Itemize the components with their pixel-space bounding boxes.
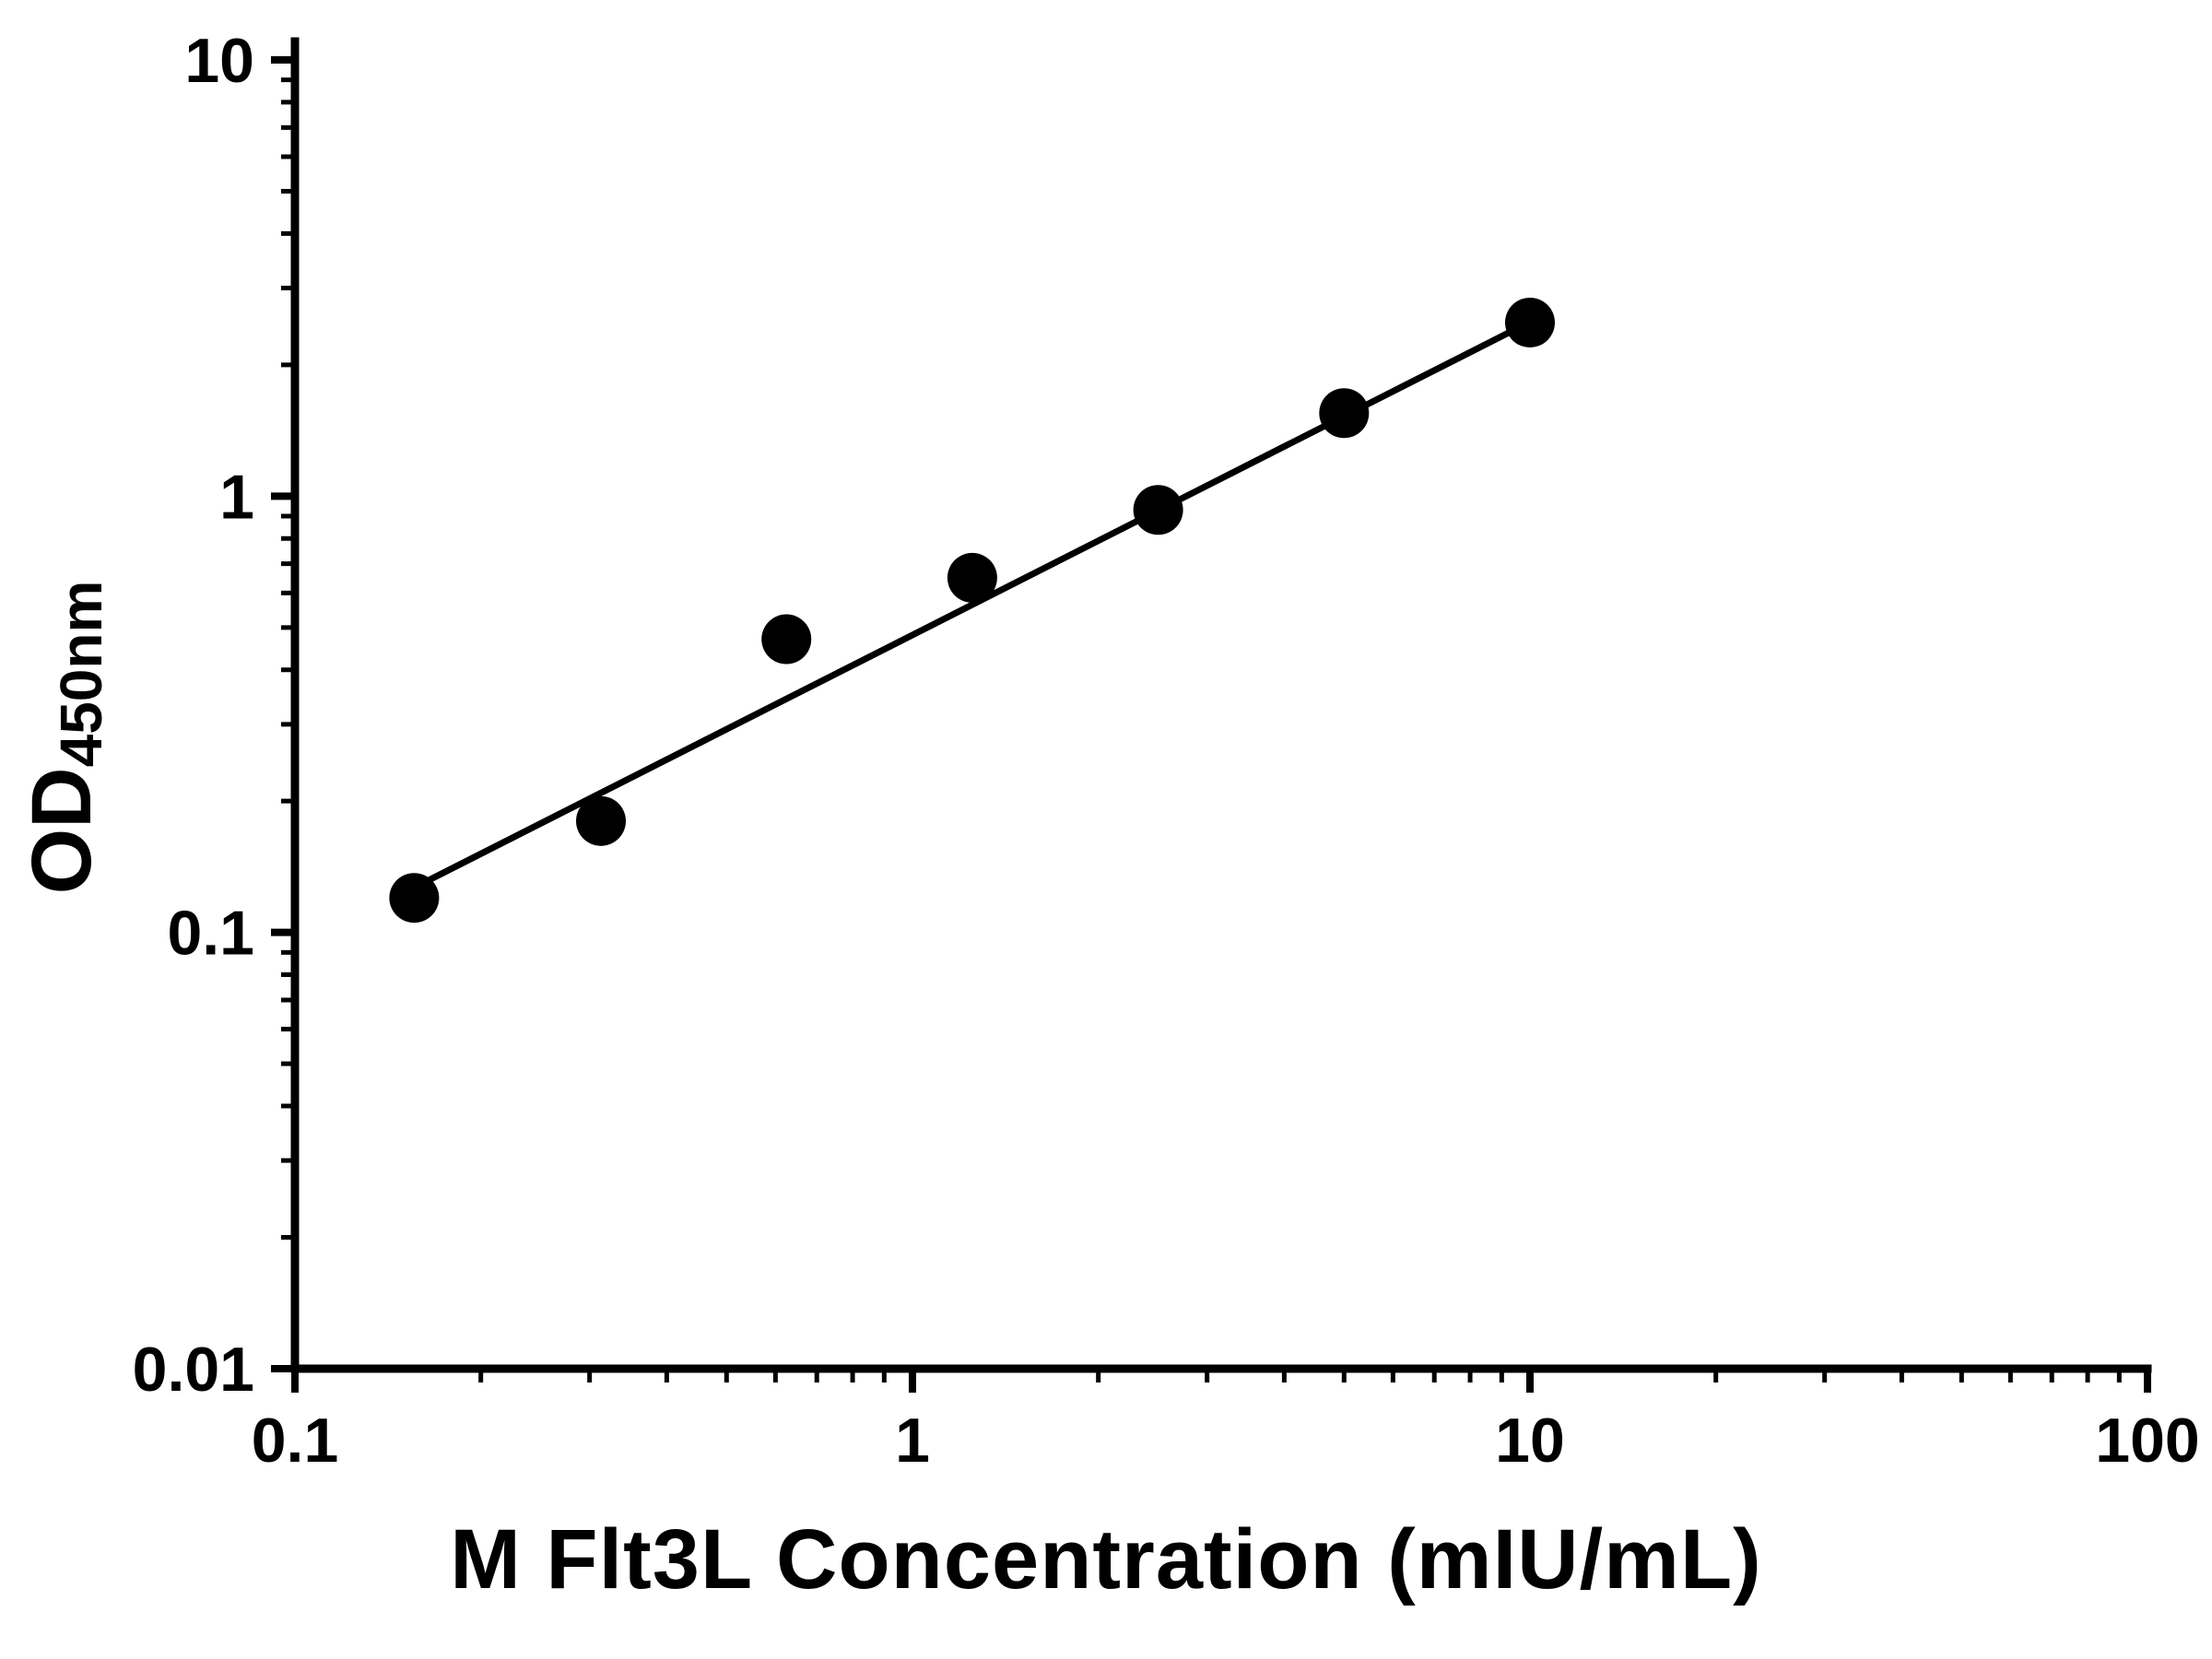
y-tick-label: 10 bbox=[184, 26, 254, 96]
minor-ticks bbox=[281, 77, 2122, 1382]
data-point bbox=[947, 552, 997, 603]
data-point bbox=[761, 614, 812, 665]
x-axis-label: M Flt3L Concentration (mIU/mL) bbox=[450, 1512, 1762, 1606]
y-tick-label: 0.01 bbox=[133, 1335, 254, 1405]
x-tick-label: 10 bbox=[1495, 1406, 1565, 1476]
data-point bbox=[576, 795, 627, 846]
trend-line bbox=[396, 313, 1544, 899]
x-tick-label: 1 bbox=[895, 1406, 930, 1476]
data-point bbox=[1133, 485, 1183, 535]
data-point bbox=[1505, 297, 1555, 347]
y-tick-label: 0.1 bbox=[167, 899, 254, 969]
x-tick-label: 100 bbox=[2095, 1406, 2199, 1476]
y-axis-label-main: OD bbox=[15, 767, 109, 895]
x-tick-label: 0.1 bbox=[252, 1406, 339, 1476]
y-axis-label-subscript: 450nm bbox=[48, 580, 114, 768]
data-point bbox=[389, 873, 440, 924]
y-tick-label: 1 bbox=[219, 462, 254, 532]
data-point bbox=[1319, 388, 1370, 439]
y-axis-label: OD450nm bbox=[14, 369, 115, 1106]
